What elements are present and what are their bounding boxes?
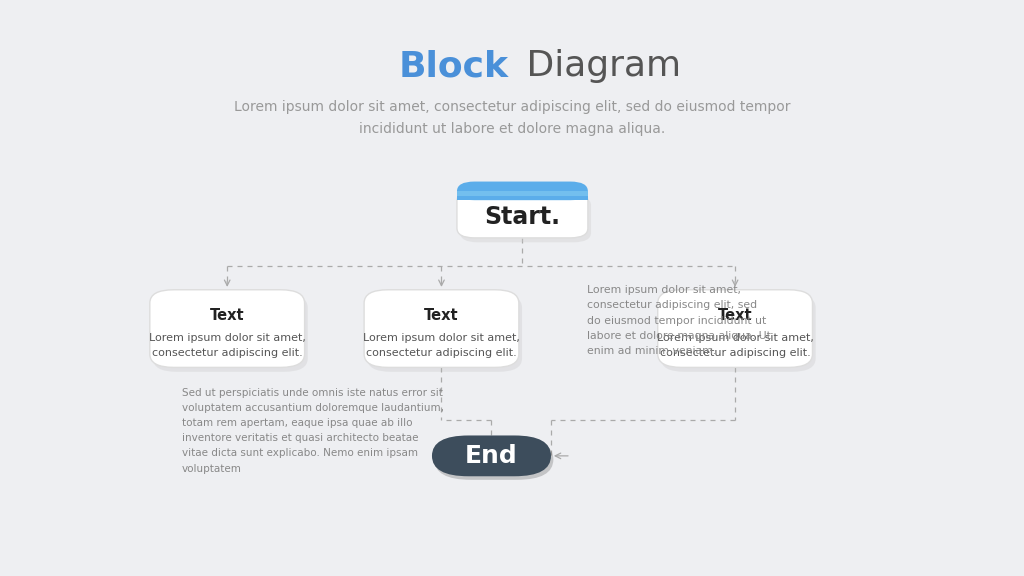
FancyBboxPatch shape <box>457 181 588 200</box>
Text: Lorem ipsum dolor sit amet,
consectetur adipiscing elit.: Lorem ipsum dolor sit amet, consectetur … <box>656 333 813 358</box>
FancyBboxPatch shape <box>457 191 588 200</box>
Text: Lorem ipsum dolor sit amet,
consectetur adipiscing elit.: Lorem ipsum dolor sit amet, consectetur … <box>148 333 305 358</box>
Text: Text: Text <box>210 308 245 323</box>
Text: Lorem ipsum dolor sit amet,
consectetur adipiscing elit, sed
do eiusmod tempor i: Lorem ipsum dolor sit amet, consectetur … <box>587 285 771 356</box>
FancyBboxPatch shape <box>460 196 591 242</box>
FancyBboxPatch shape <box>365 290 519 367</box>
Text: Text: Text <box>424 308 459 323</box>
FancyBboxPatch shape <box>434 439 553 480</box>
Text: Diagram: Diagram <box>515 49 681 84</box>
Text: Text: Text <box>718 308 753 323</box>
Text: Lorem ipsum dolor sit amet,
consectetur adipiscing elit.: Lorem ipsum dolor sit amet, consectetur … <box>364 333 520 358</box>
FancyBboxPatch shape <box>432 435 551 476</box>
FancyBboxPatch shape <box>457 191 588 238</box>
Text: Sed ut perspiciatis unde omnis iste natus error sit
voluptatem accusantium dolor: Sed ut perspiciatis unde omnis iste natu… <box>182 388 444 473</box>
FancyBboxPatch shape <box>657 290 812 367</box>
Text: Start.: Start. <box>484 205 560 229</box>
FancyBboxPatch shape <box>368 294 522 372</box>
Text: Lorem ipsum dolor sit amet, consectetur adipiscing elit, sed do eiusmod tempor
i: Lorem ipsum dolor sit amet, consectetur … <box>233 100 791 136</box>
FancyBboxPatch shape <box>150 290 304 367</box>
FancyBboxPatch shape <box>457 191 588 196</box>
Text: Block: Block <box>399 49 509 84</box>
Text: End: End <box>465 444 518 468</box>
FancyBboxPatch shape <box>153 294 308 372</box>
FancyBboxPatch shape <box>660 294 816 372</box>
